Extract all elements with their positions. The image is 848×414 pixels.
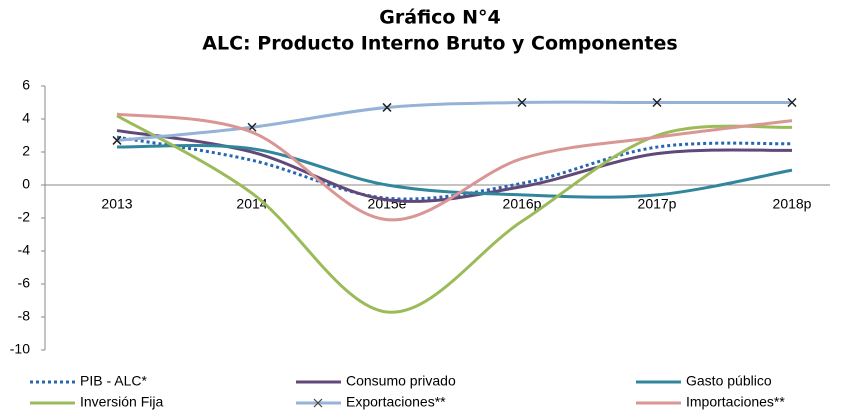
y-tick-label: 4 <box>22 110 30 126</box>
legend-label: Exportaciones** <box>346 394 446 410</box>
legend-label: Gasto público <box>686 373 772 389</box>
y-tick-label: -8 <box>18 308 31 324</box>
series-marker <box>517 97 527 108</box>
x-tick-label: 2018p <box>773 196 812 212</box>
x-tick-label: 2017p <box>638 196 677 212</box>
x-tick-label: 2013 <box>101 196 132 212</box>
y-tick-label: 6 <box>22 77 30 93</box>
chart-title: Gráfico N°4 <box>379 7 500 29</box>
series-marker <box>787 97 797 108</box>
y-tick-label: -6 <box>18 275 31 291</box>
legend-label: Inversión Fija <box>80 394 163 410</box>
y-tick-label: 0 <box>22 176 30 192</box>
series-line <box>116 100 792 142</box>
y-tick-label: 2 <box>22 143 30 159</box>
legend-marker <box>313 398 323 408</box>
legend-label: PIB - ALC* <box>80 373 147 389</box>
chart-subtitle: ALC: Producto Interno Bruto y Componente… <box>202 33 677 55</box>
series-marker <box>382 102 392 112</box>
x-tick-label: 2016p <box>503 196 542 212</box>
legend-label: Consumo privado <box>346 373 456 389</box>
y-tick-label: -2 <box>18 209 31 225</box>
series-line <box>116 112 793 222</box>
series-marker <box>652 97 662 108</box>
y-tick-label: -10 <box>10 341 30 357</box>
series-line <box>116 114 793 314</box>
legend-label: Importaciones** <box>686 394 785 410</box>
series-line <box>116 143 793 199</box>
series-marker <box>112 135 122 145</box>
y-tick-label: -4 <box>18 242 31 258</box>
series-line <box>116 135 793 201</box>
